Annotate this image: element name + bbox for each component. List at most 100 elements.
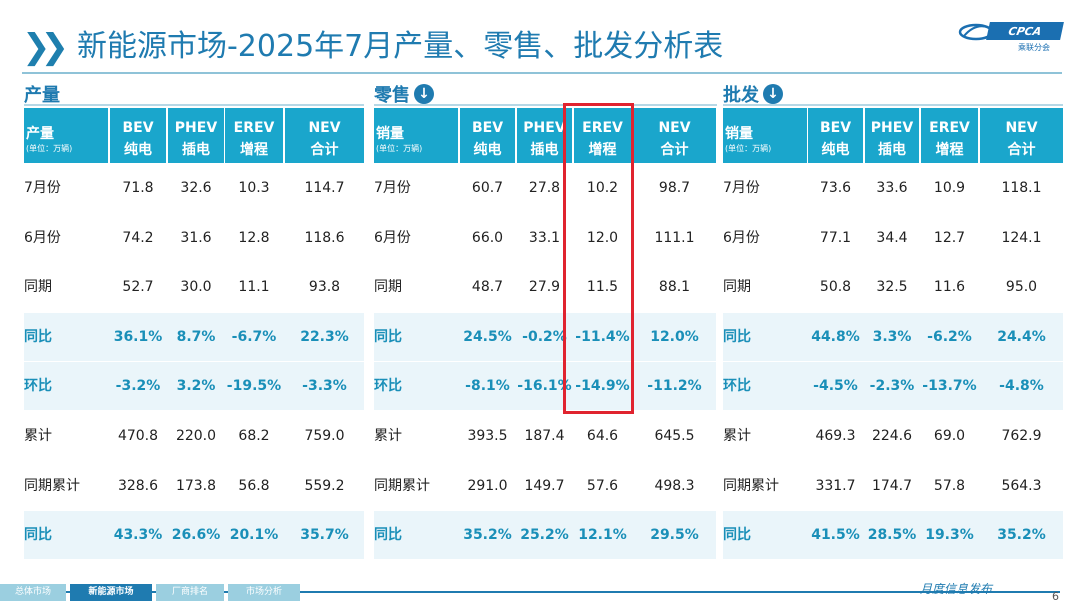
logo-brand: CPCA xyxy=(986,22,1064,40)
double-chevron-icon: ❯❯ xyxy=(22,27,69,67)
section-wholesale-label: 批发 xyxy=(723,85,759,106)
column-header-code: NEV xyxy=(308,120,341,136)
column-header: PHEV 插电 xyxy=(168,108,224,163)
column-header-name: 增程 xyxy=(240,142,268,158)
tab-nev-market[interactable]: 新能源市场 xyxy=(70,584,152,601)
table-cell: 27.8 xyxy=(528,180,561,196)
row-label: 同比 xyxy=(723,328,751,345)
table-cell: 60.7 xyxy=(471,180,504,196)
row-label: 同比 xyxy=(374,328,402,345)
highlight-row-bg xyxy=(374,362,716,411)
table-cell: 29.5% xyxy=(650,527,699,544)
column-header: NEV 合计 xyxy=(980,108,1063,163)
row-label: 环比 xyxy=(374,378,402,395)
table-cell: 149.7 xyxy=(524,477,565,494)
table-cell: 10.9 xyxy=(933,180,966,196)
table-cell: 12.1% xyxy=(578,527,627,544)
section-wholesale: 批发 ↓ xyxy=(723,81,783,107)
title-bar: ❯❯ 新能源市场-2025年7月产量、零售、批发分析表 xyxy=(22,24,723,70)
column-header-name: 插电 xyxy=(530,142,559,158)
row-label: 累计 xyxy=(374,428,402,444)
table-cell: -6.2% xyxy=(927,328,972,345)
table-cell: 111.1 xyxy=(654,229,695,246)
table-cell: 52.7 xyxy=(122,279,154,296)
column-header-name: 纯电 xyxy=(821,142,850,158)
table-cell: 20.1% xyxy=(229,527,279,544)
table-cell: -8.1% xyxy=(465,378,510,395)
table-cell: 118.1 xyxy=(1001,180,1042,196)
table-cell: 12.8 xyxy=(238,229,270,246)
column-header-code: BEV xyxy=(819,120,852,136)
title-underline xyxy=(22,72,1062,74)
table-cell: 3.2% xyxy=(176,378,216,395)
column-header: BEV 纯电 xyxy=(460,108,515,163)
column-header-code: EREV xyxy=(233,120,275,136)
table-cell: 34.4 xyxy=(876,229,908,246)
table-cell: 26.6% xyxy=(171,527,221,544)
row-label: 同期累计 xyxy=(723,477,779,494)
header-unit-cell: 销量 (单位：万辆) xyxy=(723,108,807,163)
table-cell: 28.5% xyxy=(867,527,917,544)
table-cell: 71.8 xyxy=(122,180,154,196)
column-header-code: EREV xyxy=(582,120,623,136)
row-label: 环比 xyxy=(723,378,751,395)
table-cell: -16.1% xyxy=(517,378,572,395)
row-label: 同期 xyxy=(374,279,402,296)
column-header-name: 合计 xyxy=(660,142,689,158)
table-cell: 32.5 xyxy=(876,279,908,296)
footer: 总体市场 新能源市场 厂商排名 市场分析 月度信息发布 6 xyxy=(0,580,1080,607)
table-cell: 50.8 xyxy=(819,279,852,296)
row-label: 同期累计 xyxy=(374,477,430,494)
monthly-release-text: 月度信息发布 xyxy=(920,582,993,596)
highlight-row-bg xyxy=(723,362,1063,411)
column-header-name: 纯电 xyxy=(124,142,152,158)
highlight-box xyxy=(563,103,634,414)
row-label: 同期累计 xyxy=(24,477,80,494)
table-cell: 24.4% xyxy=(997,328,1046,345)
column-header-code: PHEV xyxy=(174,120,218,136)
cpca-logo: CPCA 乘联分会 xyxy=(958,20,1066,52)
table-cell: 74.2 xyxy=(122,229,154,246)
tab-overall-market[interactable]: 总体市场 xyxy=(0,584,66,601)
column-header: NEV 合计 xyxy=(285,108,364,163)
table-cell: 328.6 xyxy=(117,477,159,494)
table-cell: 12.7 xyxy=(933,229,966,246)
column-header-code: NEV xyxy=(1005,120,1038,136)
table-cell: 118.6 xyxy=(304,229,345,246)
row-label: 同比 xyxy=(24,328,52,345)
tab-maker-ranking[interactable]: 厂商排名 xyxy=(156,584,224,601)
table-cell: 10.3 xyxy=(238,180,270,196)
table-cell: -3.3% xyxy=(302,378,347,395)
column-header: PHEV 插电 xyxy=(865,108,919,163)
table-cell: -11.2% xyxy=(647,378,702,395)
table-cell: 32.6 xyxy=(180,180,212,196)
row-label: 环比 xyxy=(24,378,52,395)
column-header: PHEV 插电 xyxy=(517,108,572,163)
table-cell: 564.3 xyxy=(1001,477,1042,494)
table-cell: 12.0% xyxy=(650,328,699,345)
column-header-code: EREV xyxy=(929,120,970,136)
table-cell: 30.0 xyxy=(180,279,212,296)
column-header: BEV 纯电 xyxy=(110,108,166,163)
column-header: NEV 合计 xyxy=(633,108,716,163)
table-cell: 44.8% xyxy=(811,328,860,345)
table-cell: 22.3% xyxy=(300,328,349,345)
table-cell: 11.1 xyxy=(238,279,270,296)
table-cell: 35.2% xyxy=(997,527,1046,544)
table-cell: 393.5 xyxy=(467,428,508,444)
column-header-code: PHEV xyxy=(870,120,914,136)
tab-market-analysis[interactable]: 市场分析 xyxy=(228,584,300,601)
table-cell: 759.0 xyxy=(304,428,345,444)
header-title: 销量 xyxy=(725,126,753,142)
page-number: 6 xyxy=(1052,590,1059,603)
table-cell: -0.2% xyxy=(522,328,567,345)
column-header-code: BEV xyxy=(122,120,154,136)
column-header-name: 插电 xyxy=(878,142,906,158)
column-header-name: 增程 xyxy=(935,142,964,158)
table-cell: 68.2 xyxy=(238,428,270,444)
table-cell: 73.6 xyxy=(819,180,852,196)
table-cell: -6.7% xyxy=(231,328,277,345)
column-header-name: 合计 xyxy=(1007,142,1036,158)
table-cell: 173.8 xyxy=(175,477,217,494)
table-cell: 645.5 xyxy=(654,428,695,444)
